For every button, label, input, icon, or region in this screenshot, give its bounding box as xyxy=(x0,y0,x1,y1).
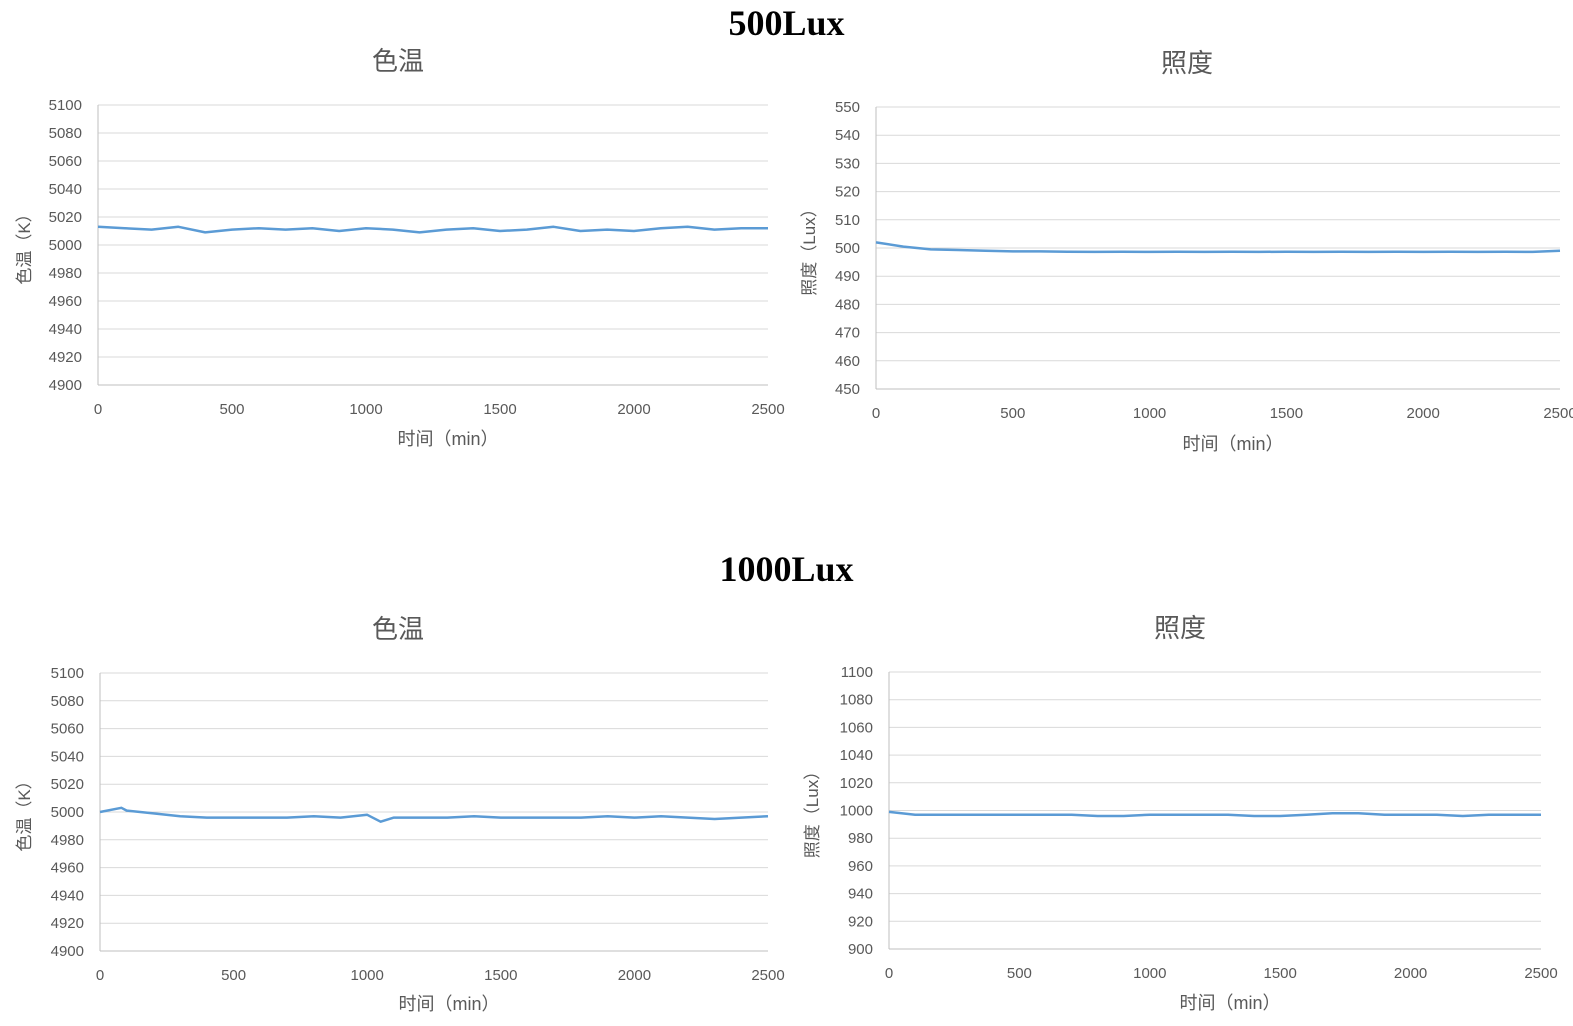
x-tick-label: 500 xyxy=(219,401,244,418)
y-tick-label: 4960 xyxy=(51,860,84,877)
y-tick-label: 940 xyxy=(848,886,873,903)
x-tick-label: 2500 xyxy=(751,401,784,418)
y-tick-label: 960 xyxy=(848,858,873,875)
y-tick-label: 5000 xyxy=(51,804,84,821)
chart-title: 色温 xyxy=(372,614,424,644)
y-tick-label: 490 xyxy=(835,268,860,285)
x-tick-label: 0 xyxy=(94,401,102,418)
x-axis-label: 时间（min） xyxy=(397,429,498,449)
y-tick-label: 5100 xyxy=(51,665,84,682)
x-tick-label: 500 xyxy=(221,967,246,984)
y-tick-label: 4980 xyxy=(51,832,84,849)
y-tick-label: 900 xyxy=(848,941,873,958)
y-tick-label: 920 xyxy=(848,913,873,930)
section-title-1000lux: 1000Lux xyxy=(719,549,854,589)
x-tick-label: 2000 xyxy=(617,401,650,418)
y-tick-label: 530 xyxy=(835,155,860,172)
series-line xyxy=(888,810,1541,818)
y-tick-label: 1100 xyxy=(841,664,873,681)
y-tick-label: 1060 xyxy=(840,719,873,736)
y-tick-label: 4900 xyxy=(51,943,84,960)
x-tick-label: 2000 xyxy=(1407,405,1440,422)
y-tick-label: 5080 xyxy=(51,693,84,710)
y-tick-label: 450 xyxy=(835,381,860,398)
y-tick-label: 1040 xyxy=(840,747,873,764)
y-tick-label: 5000 xyxy=(49,237,82,254)
x-tick-label: 2000 xyxy=(618,967,651,984)
y-tick-label: 4980 xyxy=(49,265,82,282)
x-tick-label: 2000 xyxy=(1394,965,1427,982)
y-axis-label: 照度（Lux） xyxy=(800,200,819,295)
y-tick-label: 4940 xyxy=(51,887,84,904)
y-tick-label: 540 xyxy=(835,127,860,144)
x-tick-label: 1500 xyxy=(1270,405,1303,422)
x-tick-label: 1500 xyxy=(484,967,517,984)
x-axis-label: 时间（min） xyxy=(1179,993,1280,1013)
chart-title: 色温 xyxy=(372,46,424,76)
y-tick-label: 510 xyxy=(835,212,860,229)
y-tick-label: 4940 xyxy=(49,321,82,338)
x-tick-label: 1500 xyxy=(1264,965,1297,982)
y-tick-label: 4960 xyxy=(49,293,82,310)
chart-title: 照度 xyxy=(1154,613,1206,643)
y-tick-label: 4920 xyxy=(51,915,84,932)
y-tick-label: 520 xyxy=(835,184,860,201)
x-axis-label: 时间（min） xyxy=(398,994,499,1014)
x-tick-label: 1000 xyxy=(1133,405,1166,422)
y-tick-label: 460 xyxy=(835,353,860,370)
y-tick-label: 550 xyxy=(835,99,860,116)
y-tick-label: 470 xyxy=(835,325,860,342)
x-tick-label: 1000 xyxy=(349,401,382,418)
y-tick-label: 1080 xyxy=(840,692,873,709)
y-tick-label: 5020 xyxy=(51,776,84,793)
x-tick-label: 1500 xyxy=(483,401,516,418)
y-tick-label: 1000 xyxy=(840,803,873,820)
y-axis-label: 色温（K） xyxy=(15,205,34,284)
y-tick-label: 4920 xyxy=(49,349,82,366)
x-tick-label: 500 xyxy=(1000,405,1025,422)
x-tick-label: 2500 xyxy=(751,967,784,984)
y-tick-label: 5100 xyxy=(49,97,82,114)
y-tick-label: 1020 xyxy=(840,775,873,792)
x-axis-label: 时间（min） xyxy=(1182,434,1283,454)
y-tick-label: 4900 xyxy=(49,377,82,394)
section-title-500lux: 500Lux xyxy=(728,3,845,43)
y-axis-label: 色温（K） xyxy=(15,772,34,851)
y-tick-label: 5060 xyxy=(49,153,82,170)
x-tick-label: 2500 xyxy=(1524,965,1557,982)
y-tick-label: 5020 xyxy=(49,209,82,226)
x-tick-label: 0 xyxy=(96,967,104,984)
y-tick-label: 500 xyxy=(835,240,860,257)
x-tick-label: 0 xyxy=(872,405,880,422)
y-tick-label: 480 xyxy=(835,296,860,313)
y-axis-label: 照度（Lux） xyxy=(803,763,822,858)
chart-title: 照度 xyxy=(1161,48,1213,78)
series-line xyxy=(875,241,1561,254)
x-tick-label: 1000 xyxy=(1133,965,1166,982)
y-tick-label: 5040 xyxy=(51,748,84,765)
series-line xyxy=(97,225,768,234)
x-tick-label: 500 xyxy=(1007,965,1032,982)
y-tick-label: 980 xyxy=(848,830,873,847)
y-tick-label: 5080 xyxy=(49,125,82,142)
series-line xyxy=(99,806,769,823)
y-tick-label: 5040 xyxy=(49,181,82,198)
x-tick-label: 2500 xyxy=(1543,405,1573,422)
x-tick-label: 1000 xyxy=(351,967,384,984)
y-tick-label: 5060 xyxy=(51,721,84,738)
x-tick-label: 0 xyxy=(885,965,893,982)
